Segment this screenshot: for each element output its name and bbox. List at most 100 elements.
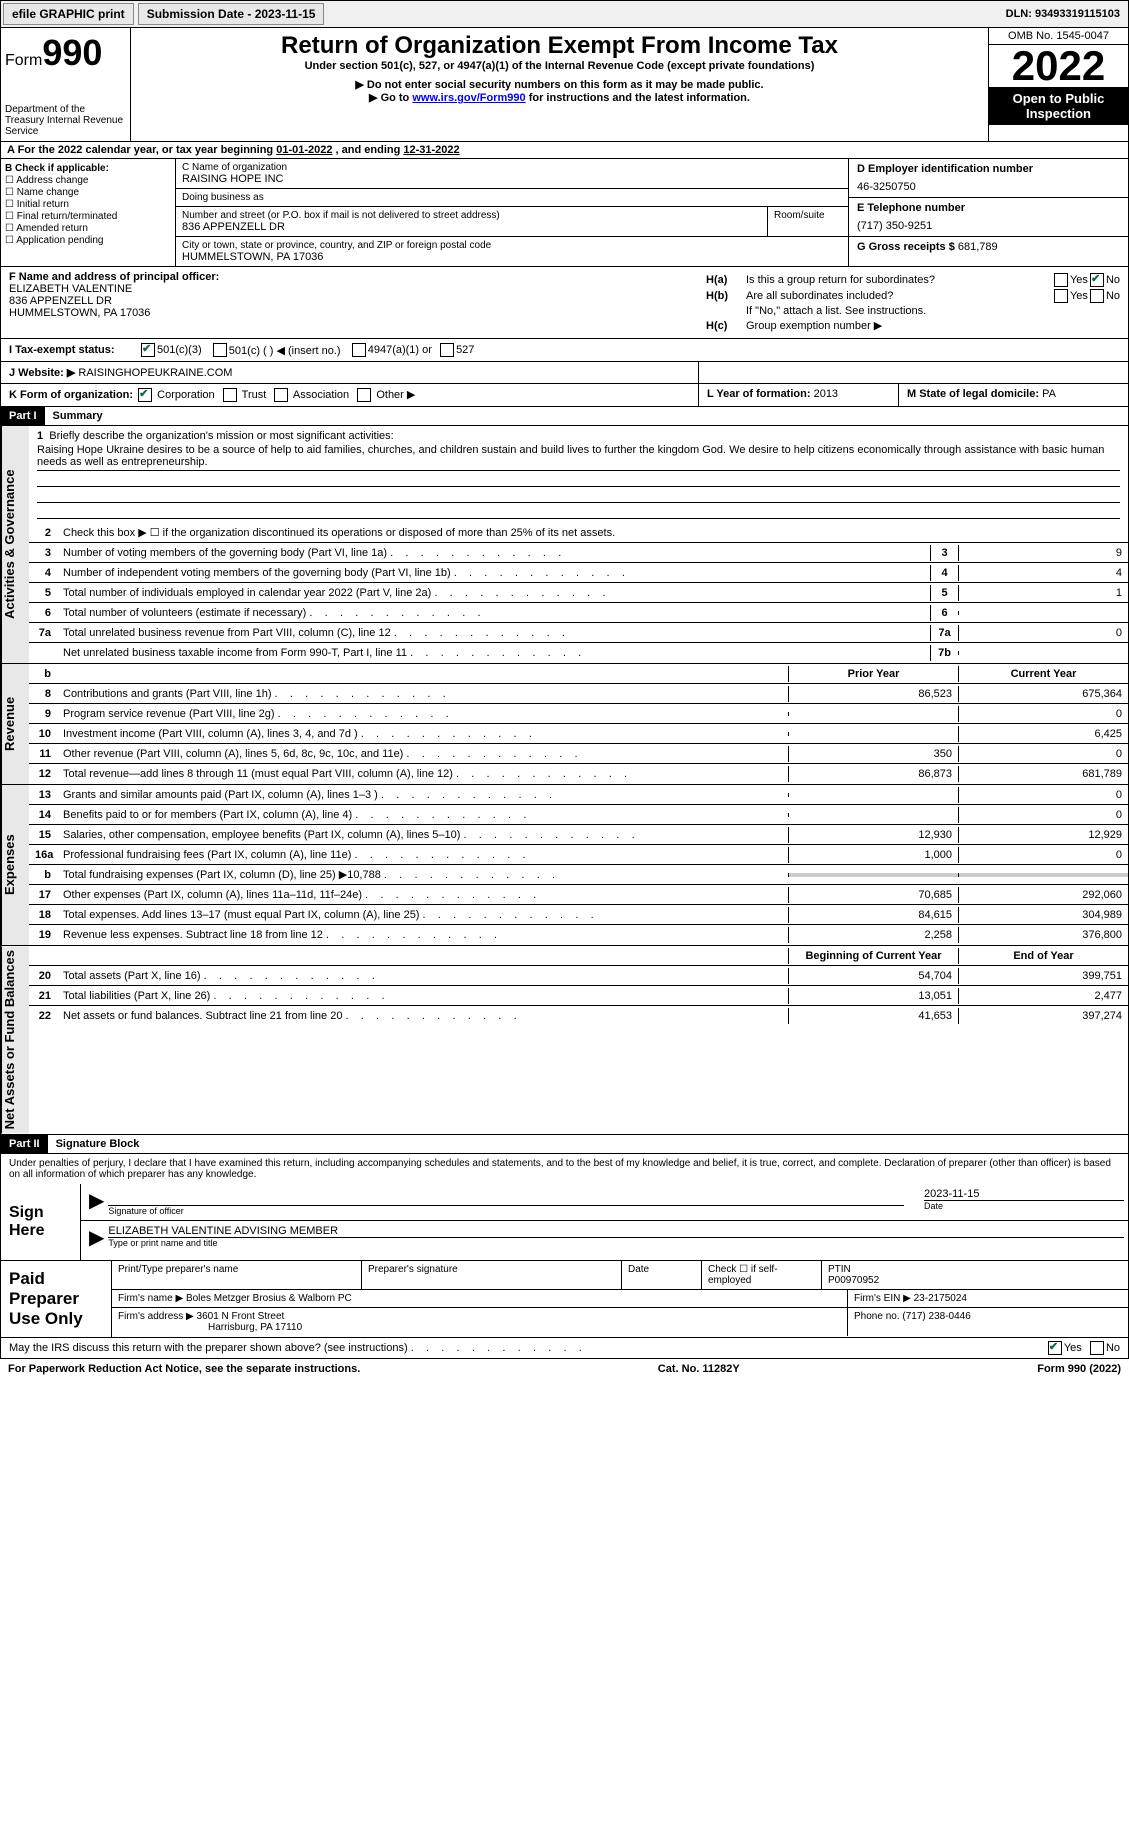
m-label: M State of legal domicile: [907, 388, 1039, 400]
expenses-section: Expenses 13 Grants and similar amounts p… [0, 785, 1129, 946]
efile-print-button[interactable]: efile GRAPHIC print [3, 3, 134, 25]
chk-4947[interactable] [352, 343, 366, 357]
net-assets-section: Net Assets or Fund Balances Beginning of… [0, 946, 1129, 1134]
row-box: 7a [930, 625, 958, 641]
mission-label: Briefly describe the organization's miss… [49, 430, 393, 442]
ptin-label: PTIN [828, 1264, 1122, 1275]
row-i: I Tax-exempt status: 501(c)(3) 501(c) ( … [0, 339, 1129, 362]
sign-here-row: Sign Here ▶ Signature of officer 2023-11… [1, 1184, 1128, 1260]
sign-here-label: Sign Here [1, 1184, 81, 1260]
side-expenses: Expenses [1, 785, 29, 945]
prior-val [788, 793, 958, 797]
firm-name-label: Firm's name ▶ [118, 1293, 183, 1304]
chk-name[interactable]: ☐ Name change [5, 187, 171, 198]
row-desc: Total number of volunteers (estimate if … [57, 605, 930, 621]
e-label: E Telephone number [857, 202, 1120, 214]
row-box: 7b [930, 645, 958, 661]
chk-corp[interactable] [138, 388, 152, 402]
form-number: Form990 [5, 32, 126, 74]
gov-row: 4 Number of independent voting members o… [29, 563, 1128, 583]
ein-value: 46-3250750 [857, 181, 1120, 193]
hb-yes[interactable] [1054, 289, 1068, 303]
org-name: RAISING HOPE INC [182, 173, 287, 185]
chk-527[interactable] [440, 343, 454, 357]
ha-yes[interactable] [1054, 273, 1068, 287]
chk-address[interactable]: ☐ Address change [5, 175, 171, 186]
line2-num: 2 [29, 525, 57, 541]
chk-pending[interactable]: ☐ Application pending [5, 235, 171, 246]
k-label: K Form of organization: [9, 389, 133, 401]
prior-val: 12,930 [788, 827, 958, 843]
end-year-hdr: End of Year [958, 948, 1128, 964]
cat-no: Cat. No. 11282Y [658, 1363, 740, 1375]
row-desc: Net assets or fund balances. Subtract li… [57, 1008, 788, 1024]
org-city: HUMMELSTOWN, PA 17036 [182, 251, 491, 263]
hc-text: Group exemption number ▶ [746, 319, 1120, 332]
data-row: 21 Total liabilities (Part X, line 26) 1… [29, 986, 1128, 1006]
opt-527: 527 [456, 344, 474, 356]
row-desc: Program service revenue (Part VIII, line… [57, 706, 788, 722]
irs-link[interactable]: www.irs.gov/Form990 [412, 92, 525, 104]
chk-501c3[interactable] [141, 343, 155, 357]
prior-val: 70,685 [788, 887, 958, 903]
hb-text: Are all subordinates included? [746, 290, 1052, 302]
data-row: 13 Grants and similar amounts paid (Part… [29, 785, 1128, 805]
form-footer: Form 990 (2022) [1037, 1363, 1121, 1375]
g-label: G Gross receipts $ [857, 241, 955, 253]
chk-amended[interactable]: ☐ Amended return [5, 223, 171, 234]
a-pre: A For the 2022 calendar year, or tax yea… [7, 144, 276, 156]
discuss-yes[interactable] [1048, 1341, 1062, 1355]
row-desc: Professional fundraising fees (Part IX, … [57, 847, 788, 863]
j-right [698, 362, 1128, 383]
chk-final[interactable]: ☐ Final return/terminated [5, 211, 171, 222]
data-row: 22 Net assets or fund balances. Subtract… [29, 1006, 1128, 1026]
submission-date-button[interactable]: Submission Date - 2023-11-15 [138, 3, 325, 25]
sig-line-2: ▶ ELIZABETH VALENTINE ADVISING MEMBER Ty… [81, 1221, 1128, 1254]
discuss-no[interactable] [1090, 1341, 1104, 1355]
note-2: ▶ Go to www.irs.gov/Form990 for instruct… [135, 91, 984, 104]
row-box: 6 [930, 605, 958, 621]
prior-val: 2,258 [788, 927, 958, 943]
chk-assoc[interactable] [274, 388, 288, 402]
note2-post: for instructions and the latest informat… [526, 92, 750, 104]
discuss-row: May the IRS discuss this return with the… [0, 1338, 1129, 1359]
curr-val: 304,989 [958, 907, 1128, 923]
row-val: 9 [958, 545, 1128, 561]
prep-label: Paid Preparer Use Only [1, 1261, 111, 1337]
discuss-text: May the IRS discuss this return with the… [9, 1342, 582, 1354]
row-num: 15 [29, 827, 57, 843]
row-desc: Investment income (Part VIII, column (A)… [57, 726, 788, 742]
chk-other[interactable] [357, 388, 371, 402]
row-desc: Number of voting members of the governin… [57, 545, 930, 561]
curr-val: 2,477 [958, 988, 1128, 1004]
col-c: C Name of organization RAISING HOPE INC … [176, 159, 848, 266]
chk-trust[interactable] [223, 388, 237, 402]
chk-initial[interactable]: ☐ Initial return [5, 199, 171, 210]
prior-val: 1,000 [788, 847, 958, 863]
firm-name: Boles Metzger Brosius & Walborn PC [186, 1293, 352, 1304]
d-label: D Employer identification number [857, 163, 1120, 175]
form-header: Form990 Department of the Treasury Inter… [0, 28, 1129, 142]
opt-501c3: 501(c)(3) [157, 344, 202, 356]
row-desc: Total revenue—add lines 8 through 11 (mu… [57, 766, 788, 782]
ha-row: H(a) Is this a group return for subordin… [706, 273, 1120, 287]
dln-label: DLN: 93493319115103 [1006, 8, 1128, 20]
rev-header: b Prior Year Current Year [29, 664, 1128, 684]
row-desc: Total expenses. Add lines 13–17 (must eq… [57, 907, 788, 923]
type-label: Type or print name and title [108, 1238, 1124, 1248]
chk-501c[interactable] [213, 343, 227, 357]
row-desc: Total fundraising expenses (Part IX, col… [57, 866, 788, 883]
row-val [958, 651, 1128, 655]
curr-val: 6,425 [958, 726, 1128, 742]
row-num: 19 [29, 927, 57, 943]
part2-label: Part II [1, 1135, 48, 1153]
prior-val: 13,051 [788, 988, 958, 1004]
firm-addr2: Harrisburg, PA 17110 [118, 1322, 841, 1333]
data-row: 10 Investment income (Part VIII, column … [29, 724, 1128, 744]
curr-val: 376,800 [958, 927, 1128, 943]
data-row: 12 Total revenue—add lines 8 through 11 … [29, 764, 1128, 784]
ha-no[interactable] [1090, 273, 1104, 287]
row-num: 7a [29, 625, 57, 641]
hb-no[interactable] [1090, 289, 1104, 303]
data-row: 20 Total assets (Part X, line 16) 54,704… [29, 966, 1128, 986]
